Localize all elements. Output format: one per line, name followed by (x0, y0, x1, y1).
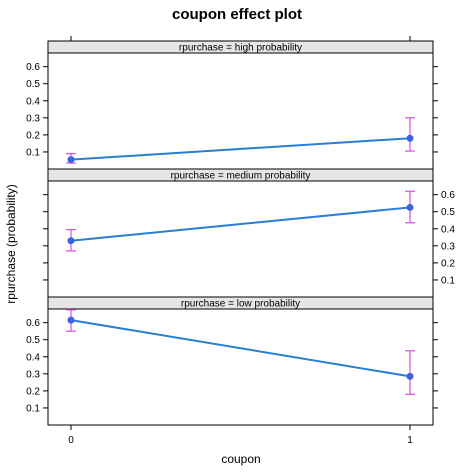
panel-strip-label: rpurchase = high probability (179, 43, 302, 54)
data-point (67, 316, 75, 324)
y-tick-label: 0.4 (441, 224, 455, 235)
panel-frame (47, 308, 434, 426)
y-tick-label: 0.3 (26, 113, 40, 124)
panels-group: rpurchase = high probability 0.1 0.2 0.3 0.4… (26, 36, 455, 446)
y-tick-label: 0.3 (441, 241, 455, 252)
chart-title: coupon effect plot (172, 6, 302, 23)
panel-2: rpurchase = medium probability 0.1 0.2 0.3 0… (43, 168, 455, 298)
y-tick-label: 0.6 (26, 318, 40, 329)
y-axis-label: rpurchase (probability) (4, 184, 18, 303)
panel-strip-label: rpurchase = low probability (181, 299, 300, 310)
panel-1: rpurchase = high probability 0.1 0.2 0.3 0.4… (26, 40, 438, 170)
y-tick-label: 0.4 (26, 96, 40, 107)
panel-strip-label: rpurchase = medium probability (171, 171, 311, 182)
effect-line (70, 206, 411, 242)
panel-3: rpurchase = low probability 0.1 0.2 0.3 0.4 0… (26, 296, 438, 426)
y-tick-label: 0.6 (26, 62, 40, 73)
data-point (406, 372, 414, 380)
panel-frame (47, 52, 434, 170)
y-tick-label: 0.2 (26, 130, 40, 141)
x-axis-label: coupon (221, 452, 260, 466)
effect-line (70, 319, 411, 378)
y-tick-label: 0.1 (441, 275, 455, 286)
panel-frame (47, 180, 434, 298)
data-point (67, 237, 75, 245)
data-point (67, 156, 75, 164)
x-tick-label: 1 (407, 435, 413, 446)
y-tick-label: 0.1 (26, 147, 40, 158)
y-tick-label: 0.5 (26, 335, 40, 346)
effect-line (70, 137, 411, 161)
y-tick-label: 0.2 (26, 386, 40, 397)
y-tick-label: 0.2 (441, 258, 455, 269)
data-point (406, 203, 414, 211)
y-tick-label: 0.5 (441, 207, 455, 218)
y-tick-label: 0.4 (26, 352, 40, 363)
y-tick-label: 0.1 (26, 403, 40, 414)
y-tick-label: 0.5 (26, 79, 40, 90)
x-tick-label: 0 (68, 435, 74, 446)
y-tick-label: 0.3 (26, 369, 40, 380)
data-point (406, 134, 414, 142)
y-tick-label: 0.6 (441, 190, 455, 201)
